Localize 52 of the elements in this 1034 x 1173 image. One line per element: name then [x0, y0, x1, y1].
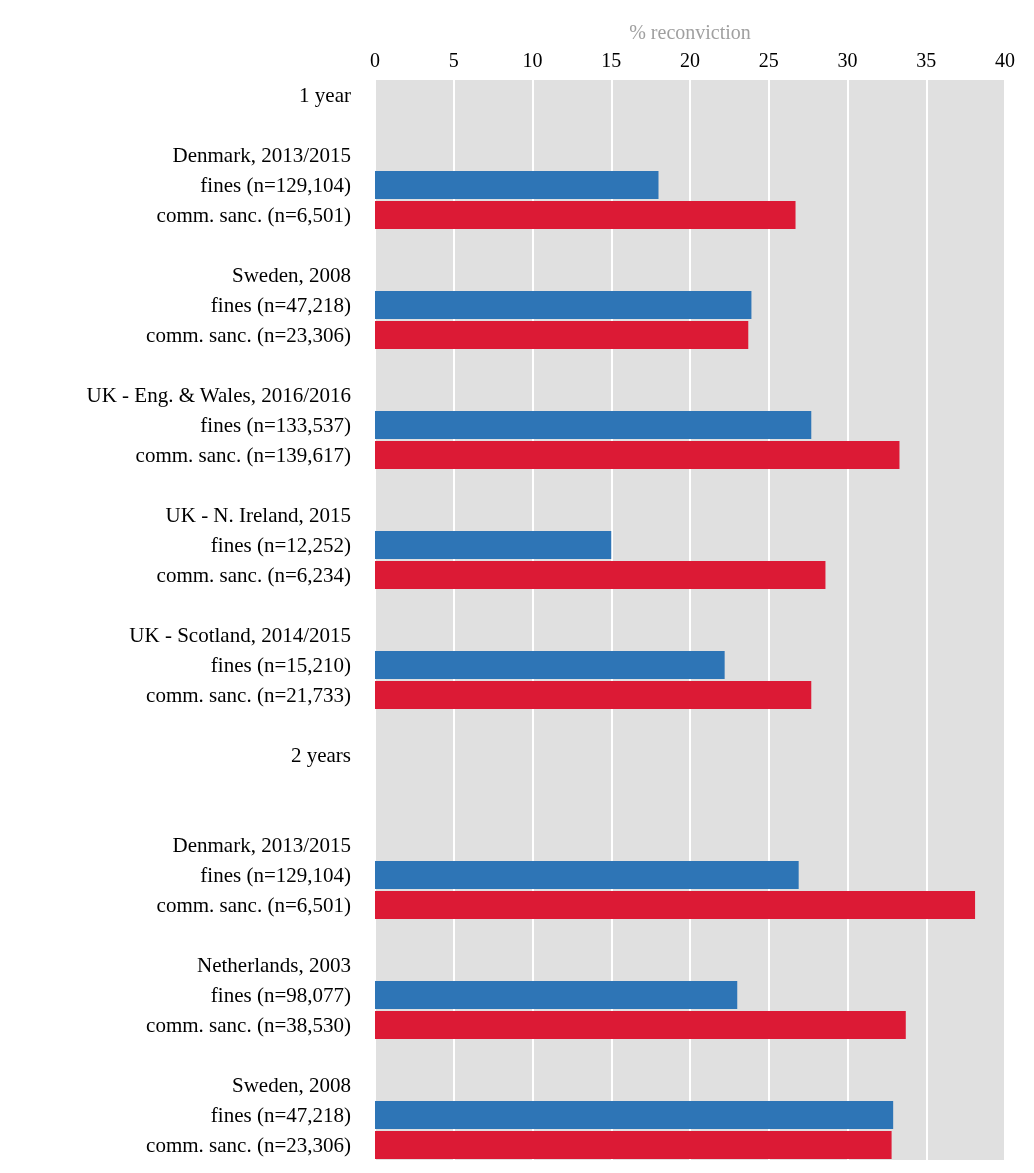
- y-tick-label: UK - Scotland, 2014/2015: [129, 623, 351, 647]
- y-tick-label: fines (n=47,218): [210, 293, 351, 317]
- x-tick-label: 25: [758, 49, 779, 71]
- y-tick-label: fines (n=98,077): [210, 983, 351, 1007]
- bar: [375, 410, 812, 440]
- y-tick-label: Netherlands, 2003: [197, 953, 351, 977]
- bar: [375, 200, 796, 230]
- x-tick-label: 40: [995, 49, 1015, 71]
- x-tick-label: 5: [448, 49, 459, 71]
- y-tick-label: Sweden, 2008: [232, 263, 351, 287]
- x-axis-title: % reconviction: [629, 21, 751, 43]
- bar: [375, 440, 900, 470]
- x-tick-label: 20: [680, 49, 700, 71]
- bar: [375, 650, 725, 680]
- bar: [375, 680, 812, 710]
- bar: [375, 1010, 906, 1040]
- bar: [375, 560, 826, 590]
- y-tick-label: UK - N. Ireland, 2015: [165, 503, 351, 527]
- y-tick-label: Denmark, 2013/2015: [172, 833, 351, 857]
- y-tick-label: comm. sanc. (n=6,501): [156, 203, 351, 227]
- bar: [375, 320, 749, 350]
- y-tick-label: comm. sanc. (n=23,306): [146, 323, 351, 347]
- y-tick-label: Denmark, 2013/2015: [172, 143, 351, 167]
- y-tick-label: comm. sanc. (n=23,306): [146, 1133, 351, 1157]
- y-tick-label: comm. sanc. (n=6,234): [156, 563, 351, 587]
- x-tick-label: 30: [837, 49, 858, 71]
- bar: [375, 890, 976, 920]
- bar: [375, 290, 752, 320]
- x-tick-label: 35: [916, 49, 937, 71]
- y-tick-label: 2 years: [290, 743, 351, 767]
- y-tick-label: fines (n=129,104): [200, 863, 351, 887]
- y-tick-label: Sweden, 2008: [232, 1073, 351, 1097]
- y-tick-label: 1 year: [299, 83, 351, 107]
- y-tick-label: fines (n=15,210): [210, 653, 351, 677]
- bar: [375, 1130, 892, 1160]
- bar: [375, 170, 659, 200]
- x-tick-label: 15: [601, 49, 622, 71]
- bar: [375, 1100, 894, 1130]
- bar: [375, 980, 738, 1010]
- bar: [375, 860, 799, 890]
- y-tick-label: fines (n=129,104): [200, 173, 351, 197]
- x-tick-label: 0: [370, 49, 380, 71]
- bar: [375, 530, 612, 560]
- y-tick-label: comm. sanc. (n=21,733): [146, 683, 351, 707]
- x-tick-label: 10: [522, 49, 543, 71]
- y-tick-label: fines (n=12,252): [210, 533, 351, 557]
- y-tick-label: fines (n=133,537): [200, 413, 351, 437]
- y-tick-label: fines (n=47,218): [210, 1103, 351, 1127]
- y-tick-label: comm. sanc. (n=38,530): [146, 1013, 351, 1037]
- y-tick-label: UK - Eng. & Wales, 2016/2016: [86, 383, 351, 407]
- y-tick-label: comm. sanc. (n=139,617): [135, 443, 351, 467]
- y-tick-label: comm. sanc. (n=6,501): [156, 893, 351, 917]
